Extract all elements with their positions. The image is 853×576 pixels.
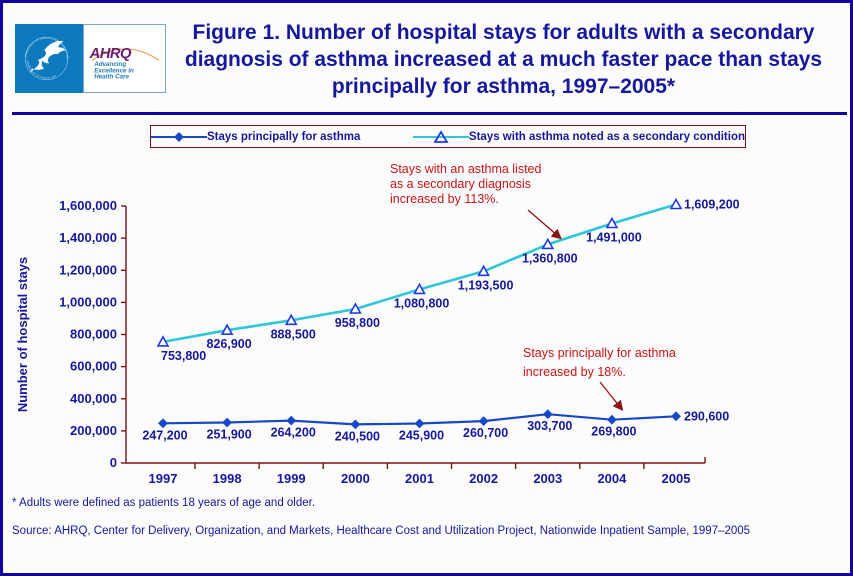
svg-text:1998: 1998 [213, 471, 242, 486]
svg-text:400,000: 400,000 [70, 391, 117, 406]
svg-text:200,000: 200,000 [70, 423, 117, 438]
svg-text:888,500: 888,500 [271, 327, 316, 341]
svg-text:269,800: 269,800 [591, 425, 636, 439]
svg-text:2002: 2002 [469, 471, 498, 486]
svg-text:303,700: 303,700 [527, 419, 572, 433]
svg-text:251,900: 251,900 [207, 428, 252, 442]
svg-text:1997: 1997 [149, 471, 178, 486]
svg-text:600,000: 600,000 [70, 359, 117, 374]
svg-text:290,600: 290,600 [684, 409, 729, 423]
svg-text:1999: 1999 [277, 471, 306, 486]
svg-text:1,400,000: 1,400,000 [59, 230, 117, 245]
svg-text:826,900: 826,900 [207, 337, 252, 351]
svg-text:0: 0 [110, 455, 117, 470]
svg-text:1,200,000: 1,200,000 [59, 262, 117, 277]
svg-text:1,360,800: 1,360,800 [522, 251, 578, 265]
svg-text:increased by 113%.: increased by 113%. [390, 192, 499, 206]
svg-text:as a secondary diagnosis: as a secondary diagnosis [390, 177, 531, 191]
svg-text:2004: 2004 [597, 471, 627, 486]
svg-text:Health Care: Health Care [94, 74, 129, 81]
svg-text:958,800: 958,800 [335, 316, 380, 330]
svg-text:753,800: 753,800 [161, 349, 206, 363]
svg-text:Number of hospital stays: Number of hospital stays [15, 257, 30, 412]
svg-text:264,200: 264,200 [271, 426, 316, 440]
svg-text:increased by 18%.: increased by 18%. [523, 365, 626, 379]
svg-text:AHRQ: AHRQ [89, 46, 132, 62]
svg-text:245,900: 245,900 [399, 429, 444, 443]
svg-text:247,200: 247,200 [142, 428, 187, 442]
svg-text:2001: 2001 [405, 471, 434, 486]
svg-text:1,600,000: 1,600,000 [59, 198, 117, 213]
svg-text:800,000: 800,000 [70, 327, 117, 342]
svg-text:240,500: 240,500 [335, 429, 380, 443]
svg-text:260,700: 260,700 [463, 426, 508, 440]
svg-text:1,080,800: 1,080,800 [394, 296, 450, 310]
svg-text:1,491,000: 1,491,000 [586, 231, 642, 245]
svg-text:2000: 2000 [341, 471, 370, 486]
svg-text:1,000,000: 1,000,000 [59, 294, 117, 309]
svg-text:2003: 2003 [533, 471, 562, 486]
svg-text:2005: 2005 [662, 471, 691, 486]
svg-text:Stays with an asthma listed: Stays with an asthma listed [390, 162, 542, 176]
svg-text:1,193,500: 1,193,500 [458, 278, 514, 292]
svg-text:1,609,200: 1,609,200 [684, 198, 740, 212]
svg-text:Stays principally for asthma: Stays principally for asthma [523, 346, 676, 360]
